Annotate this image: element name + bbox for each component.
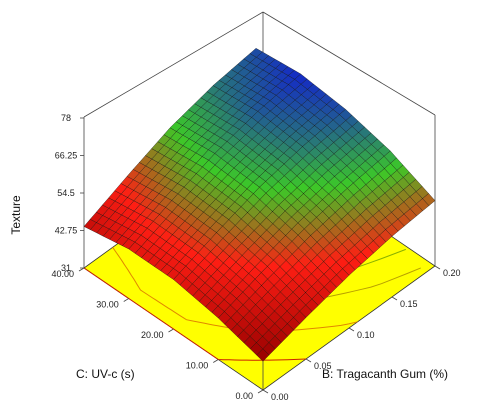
z-tick-label: 78 [61, 113, 71, 123]
z-tick-label: 31 [61, 263, 71, 273]
z-tick-label: 42.75 [55, 226, 78, 236]
y-axis-ticks: 0.00 10.00 20.00 30.00 40.00 [51, 267, 264, 401]
y-tick-label: 20.00 [141, 330, 164, 340]
x-tick-label: 0.10 [357, 330, 375, 340]
y-tick-label: 0.00 [235, 391, 253, 401]
z-axis-ticks: 31 42.75 54.5 66.25 78 [55, 113, 84, 273]
x-axis-label: B: Tragacanth Gum (%) [322, 367, 448, 381]
x-tick-mark [262, 389, 269, 394]
x-tick-mark [348, 327, 355, 332]
z-tick-label: 66.25 [55, 151, 78, 161]
x-axis-ticks: 0.00 0.05 0.10 0.15 0.20 [262, 265, 461, 401]
z-tick-label: 54.5 [57, 188, 75, 198]
y-tick-mark [257, 389, 264, 394]
x-tick-mark [305, 358, 312, 363]
x-tick-mark [434, 265, 441, 270]
y-tick-mark [213, 359, 219, 363]
x-tick-label: 0.20 [443, 268, 461, 278]
y-tick-label: 40.00 [51, 269, 74, 279]
x-tick-label: 0.15 [400, 299, 418, 309]
surface-cell [256, 348, 270, 362]
box-left-back-top-edge [83, 11, 264, 118]
y-tick-mark [78, 267, 85, 272]
y-tick-label: 30.00 [96, 300, 119, 310]
x-tick-label: 0.05 [314, 361, 332, 371]
x-tick-label: 0.00 [271, 392, 289, 401]
y-tick-mark [123, 298, 129, 302]
z-axis-label: Texture [9, 195, 23, 235]
response-surface [83, 48, 436, 362]
y-tick-label: 10.00 [186, 361, 209, 371]
floor-contour-line [83, 267, 307, 361]
box-right-back-top-edge [262, 11, 436, 116]
y-axis-label: C: UV-c (s) [76, 367, 135, 381]
y-tick-mark [168, 328, 174, 333]
x-tick-mark [391, 296, 398, 301]
